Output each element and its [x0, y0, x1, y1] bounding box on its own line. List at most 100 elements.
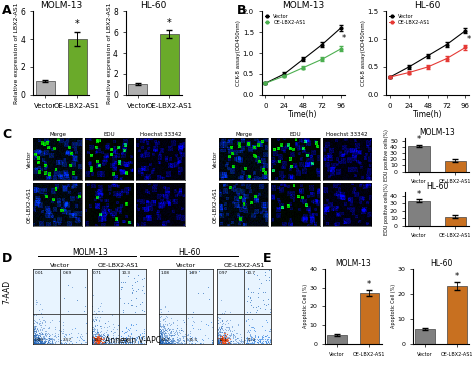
- Point: [93, 338, 100, 344]
- Point: [226, 339, 234, 344]
- Point: [167, 315, 174, 321]
- Point: [167, 328, 175, 334]
- Point: [95, 318, 102, 324]
- Point: [88, 340, 96, 346]
- Point: [30, 332, 37, 337]
- Point: [49, 340, 56, 346]
- Point: [91, 333, 99, 339]
- Point: [159, 329, 167, 334]
- Point: [224, 320, 232, 326]
- Point: [75, 337, 82, 343]
- Point: [167, 332, 174, 338]
- Point: [35, 335, 43, 341]
- Point: [158, 337, 165, 343]
- Point: [32, 328, 39, 334]
- Point: [121, 337, 129, 343]
- Point: [132, 321, 139, 327]
- Point: [163, 340, 171, 346]
- Point: [166, 340, 173, 346]
- Point: [218, 340, 226, 346]
- Point: [93, 339, 100, 344]
- Point: [41, 332, 48, 338]
- Point: [219, 329, 226, 335]
- Point: [41, 339, 49, 345]
- Point: [161, 337, 168, 343]
- Point: [156, 340, 164, 346]
- Point: [164, 324, 172, 330]
- Point: [164, 332, 171, 338]
- Point: [159, 324, 167, 330]
- Point: [165, 337, 173, 343]
- Point: [168, 338, 175, 344]
- Point: [216, 340, 223, 346]
- Point: [169, 336, 177, 342]
- Point: [214, 320, 222, 326]
- Point: [34, 334, 42, 340]
- Point: [30, 339, 38, 345]
- Point: [127, 325, 134, 331]
- Point: [94, 330, 102, 336]
- Point: [260, 302, 267, 307]
- Point: [266, 339, 274, 345]
- Point: [266, 328, 274, 334]
- Point: [161, 337, 169, 343]
- Point: [219, 317, 226, 323]
- Point: [37, 340, 45, 346]
- Point: [41, 330, 49, 336]
- Point: [222, 308, 229, 314]
- Point: [165, 334, 173, 340]
- Point: [217, 333, 225, 339]
- Point: [90, 334, 97, 340]
- Point: [35, 340, 43, 346]
- Text: 1.08: 1.08: [161, 271, 170, 275]
- Point: [35, 337, 42, 343]
- Point: [125, 327, 133, 333]
- Point: [92, 333, 100, 339]
- Point: [261, 272, 268, 278]
- Point: [33, 325, 41, 331]
- Point: [156, 338, 164, 344]
- Point: [89, 339, 96, 345]
- Text: 31.5: 31.5: [189, 338, 198, 342]
- Point: [183, 335, 191, 341]
- Point: [120, 337, 128, 343]
- Point: [242, 340, 249, 346]
- Point: [222, 338, 229, 344]
- Point: [259, 332, 267, 338]
- Point: [30, 327, 38, 333]
- Point: [32, 318, 39, 324]
- Point: [91, 333, 99, 339]
- Point: [31, 336, 39, 342]
- Point: [33, 339, 40, 345]
- Point: [188, 335, 195, 341]
- Point: [167, 329, 175, 335]
- Point: [224, 337, 231, 343]
- Point: [97, 336, 105, 342]
- Point: [262, 333, 269, 339]
- Point: [168, 332, 175, 338]
- Point: [243, 269, 250, 275]
- Point: [159, 340, 166, 346]
- Point: [59, 330, 67, 336]
- Point: [89, 328, 97, 334]
- Point: [219, 339, 227, 345]
- Point: [225, 332, 232, 338]
- Point: [259, 334, 266, 340]
- Point: [218, 325, 225, 331]
- Point: [30, 334, 37, 340]
- Point: [90, 335, 98, 341]
- Point: [127, 331, 135, 337]
- Point: [158, 339, 166, 345]
- Point: [124, 333, 131, 339]
- Point: [264, 336, 272, 342]
- Bar: [36, 81, 55, 95]
- Point: [102, 337, 109, 343]
- Point: [118, 328, 126, 334]
- Point: [91, 331, 99, 337]
- Point: [109, 320, 117, 326]
- Point: [30, 312, 37, 318]
- Point: [177, 340, 185, 346]
- Point: [100, 338, 108, 344]
- Point: [229, 332, 237, 338]
- Point: [51, 332, 59, 338]
